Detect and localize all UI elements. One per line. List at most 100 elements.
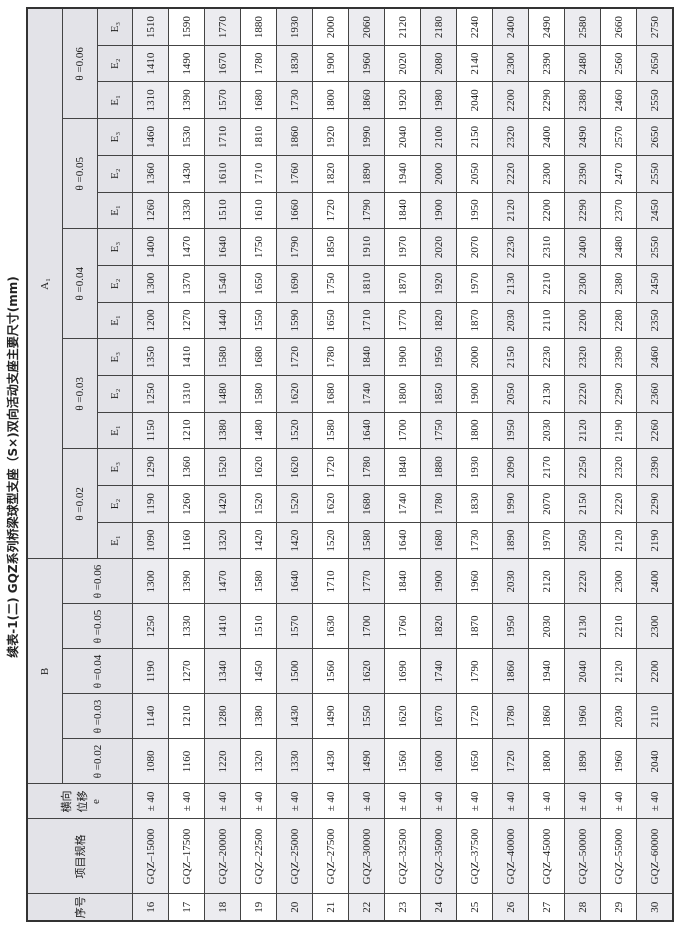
cell-A1-E2: 1250 (132, 375, 169, 413)
cell-A1-E2: 2300 (564, 265, 601, 303)
header-E2: E₂ (97, 485, 133, 523)
cell-A1-E1: 2120 (492, 192, 529, 229)
cell-B: 1140 (132, 694, 169, 739)
cell-A1-E3: 2580 (564, 8, 601, 46)
cell-B: 1950 (492, 604, 529, 649)
cell-A1-E1: 2050 (564, 522, 601, 559)
cell-A1-E1: 1700 (384, 412, 421, 449)
cell-A1-E3: 1590 (168, 8, 205, 46)
cell-B: 2120 (600, 649, 637, 694)
cell-spec: GQZ–15000 (132, 819, 169, 894)
cell-A1-E2: 1970 (456, 265, 493, 303)
cell-A1-E2: 2210 (528, 265, 565, 303)
cell-A1-E1: 1730 (456, 522, 493, 559)
header-E3: E₃ (97, 118, 133, 156)
cell-A1-E3: 2570 (600, 118, 637, 156)
cell-A1-E2: 1940 (384, 155, 421, 193)
header-B-theta: θ =0.04 (62, 649, 133, 694)
cell-A1-E3: 2150 (492, 338, 529, 376)
cell-A1-E3: 2320 (564, 338, 601, 376)
cell-B: 1490 (348, 739, 385, 784)
cell-A1-E1: 2380 (564, 82, 601, 119)
cell-B: 2040 (636, 739, 673, 784)
cell-A1-E1: 1570 (204, 82, 241, 119)
cell-B: 1790 (456, 649, 493, 694)
cell-no: 23 (384, 894, 421, 921)
cell-B: 1900 (420, 558, 457, 604)
cell-A1-E2: 1370 (168, 265, 205, 303)
cell-A1-E2: 1690 (276, 265, 313, 303)
cell-A1-E3: 1710 (204, 118, 241, 156)
cell-A1-E3: 2660 (600, 8, 637, 46)
cell-A1-E2: 1890 (348, 155, 385, 193)
cell-B: 1330 (276, 739, 313, 784)
cell-no: 25 (456, 894, 493, 921)
cell-A1-E1: 1730 (276, 82, 313, 119)
cell-A1-E1: 1610 (240, 192, 277, 229)
cell-A1-E3: 1720 (312, 448, 349, 486)
cell-B: 1580 (240, 558, 277, 604)
cell-A1-E2: 1740 (348, 375, 385, 413)
cell-A1-E3: 1840 (348, 338, 385, 376)
cell-A1-E2: 1410 (132, 45, 169, 82)
cell-A1-E3: 2090 (492, 448, 529, 486)
header-spec: 项目规格 (27, 819, 133, 894)
cell-A1-E2: 2130 (528, 375, 565, 413)
cell-A1-E3: 1910 (348, 228, 385, 266)
cell-A1-E1: 1650 (312, 302, 349, 339)
cell-A1-E3: 1470 (168, 228, 205, 266)
cell-A1-E1: 1200 (132, 302, 169, 339)
cell-A1-E1: 1320 (204, 522, 241, 559)
cell-B: 1380 (240, 694, 277, 739)
cell-A1-E1: 1520 (312, 522, 349, 559)
cell-A1-E2: 1610 (204, 155, 241, 193)
cell-A1-E3: 2550 (636, 228, 673, 266)
table-title: 续表-1(二) GQZ系列桥梁球型支座（S×)双向活动支座主要尺寸(mm) (6, 276, 20, 658)
cell-spec: GQZ–22500 (240, 819, 277, 894)
cell-B: 1080 (132, 739, 169, 784)
cell-A1-E3: 1400 (132, 228, 169, 266)
cell-A1-E2: 1580 (240, 375, 277, 413)
cell-B: 1300 (132, 558, 169, 604)
cell-B: 1860 (528, 694, 565, 739)
cell-B: 1210 (168, 694, 205, 739)
cell-A1-E2: 1800 (384, 375, 421, 413)
cell-A1-E2: 1420 (204, 485, 241, 523)
cell-spec: GQZ–30000 (348, 819, 385, 894)
cell-spec: GQZ–40000 (492, 819, 529, 894)
cell-B: 1960 (600, 739, 637, 784)
cell-A1-E3: 2400 (492, 8, 529, 46)
cell-A1-E3: 2390 (600, 338, 637, 376)
cell-displacement: ± 40 (492, 784, 529, 819)
dimensions-table: 序号 项目规格 横向位移 e B A₁ θ =0.02 θ =0.03 θ =0.04 θ =0.… (26, 7, 674, 922)
cell-B: 1600 (420, 739, 457, 784)
cell-A1-E3: 1620 (276, 448, 313, 486)
table-row: 19 GQZ–22500 ± 40 1320 1380 1450 1510 1580 1420 1… (240, 8, 277, 921)
header-E3: E₃ (97, 8, 133, 46)
cell-A1-E2: 1540 (204, 265, 241, 303)
cell-B: 1840 (384, 558, 421, 604)
header-E3: E₃ (97, 448, 133, 486)
cell-A1-E1: 1750 (420, 412, 457, 449)
cell-A1-E1: 1660 (276, 192, 313, 229)
cell-A1-E2: 2220 (600, 485, 637, 523)
cell-B: 1820 (420, 604, 457, 649)
cell-A1-E1: 1550 (240, 302, 277, 339)
cell-A1-E1: 1720 (312, 192, 349, 229)
cell-A1-E3: 1360 (168, 448, 205, 486)
cell-B: 1960 (564, 694, 601, 739)
cell-A1-E3: 1750 (240, 228, 277, 266)
cell-B: 1570 (276, 604, 313, 649)
cell-A1-E2: 1310 (168, 375, 205, 413)
cell-A1-E1: 1970 (528, 522, 565, 559)
cell-A1-E3: 1680 (240, 338, 277, 376)
table-row: 26 GQZ–40000 ± 40 1720 1780 1860 1950 2030 1890 1… (492, 8, 529, 921)
cell-A1-E3: 2120 (384, 8, 421, 46)
cell-displacement: ± 40 (276, 784, 313, 819)
table-row: 29 GQZ–55000 ± 40 1960 2030 2120 2210 2300 2120 2… (600, 8, 637, 921)
cell-B: 1740 (420, 649, 457, 694)
cell-A1-E1: 2030 (528, 412, 565, 449)
cell-spec: GQZ–20000 (204, 819, 241, 894)
cell-A1-E1: 2190 (600, 412, 637, 449)
header-displacement-label: 横向位移 (61, 790, 89, 813)
